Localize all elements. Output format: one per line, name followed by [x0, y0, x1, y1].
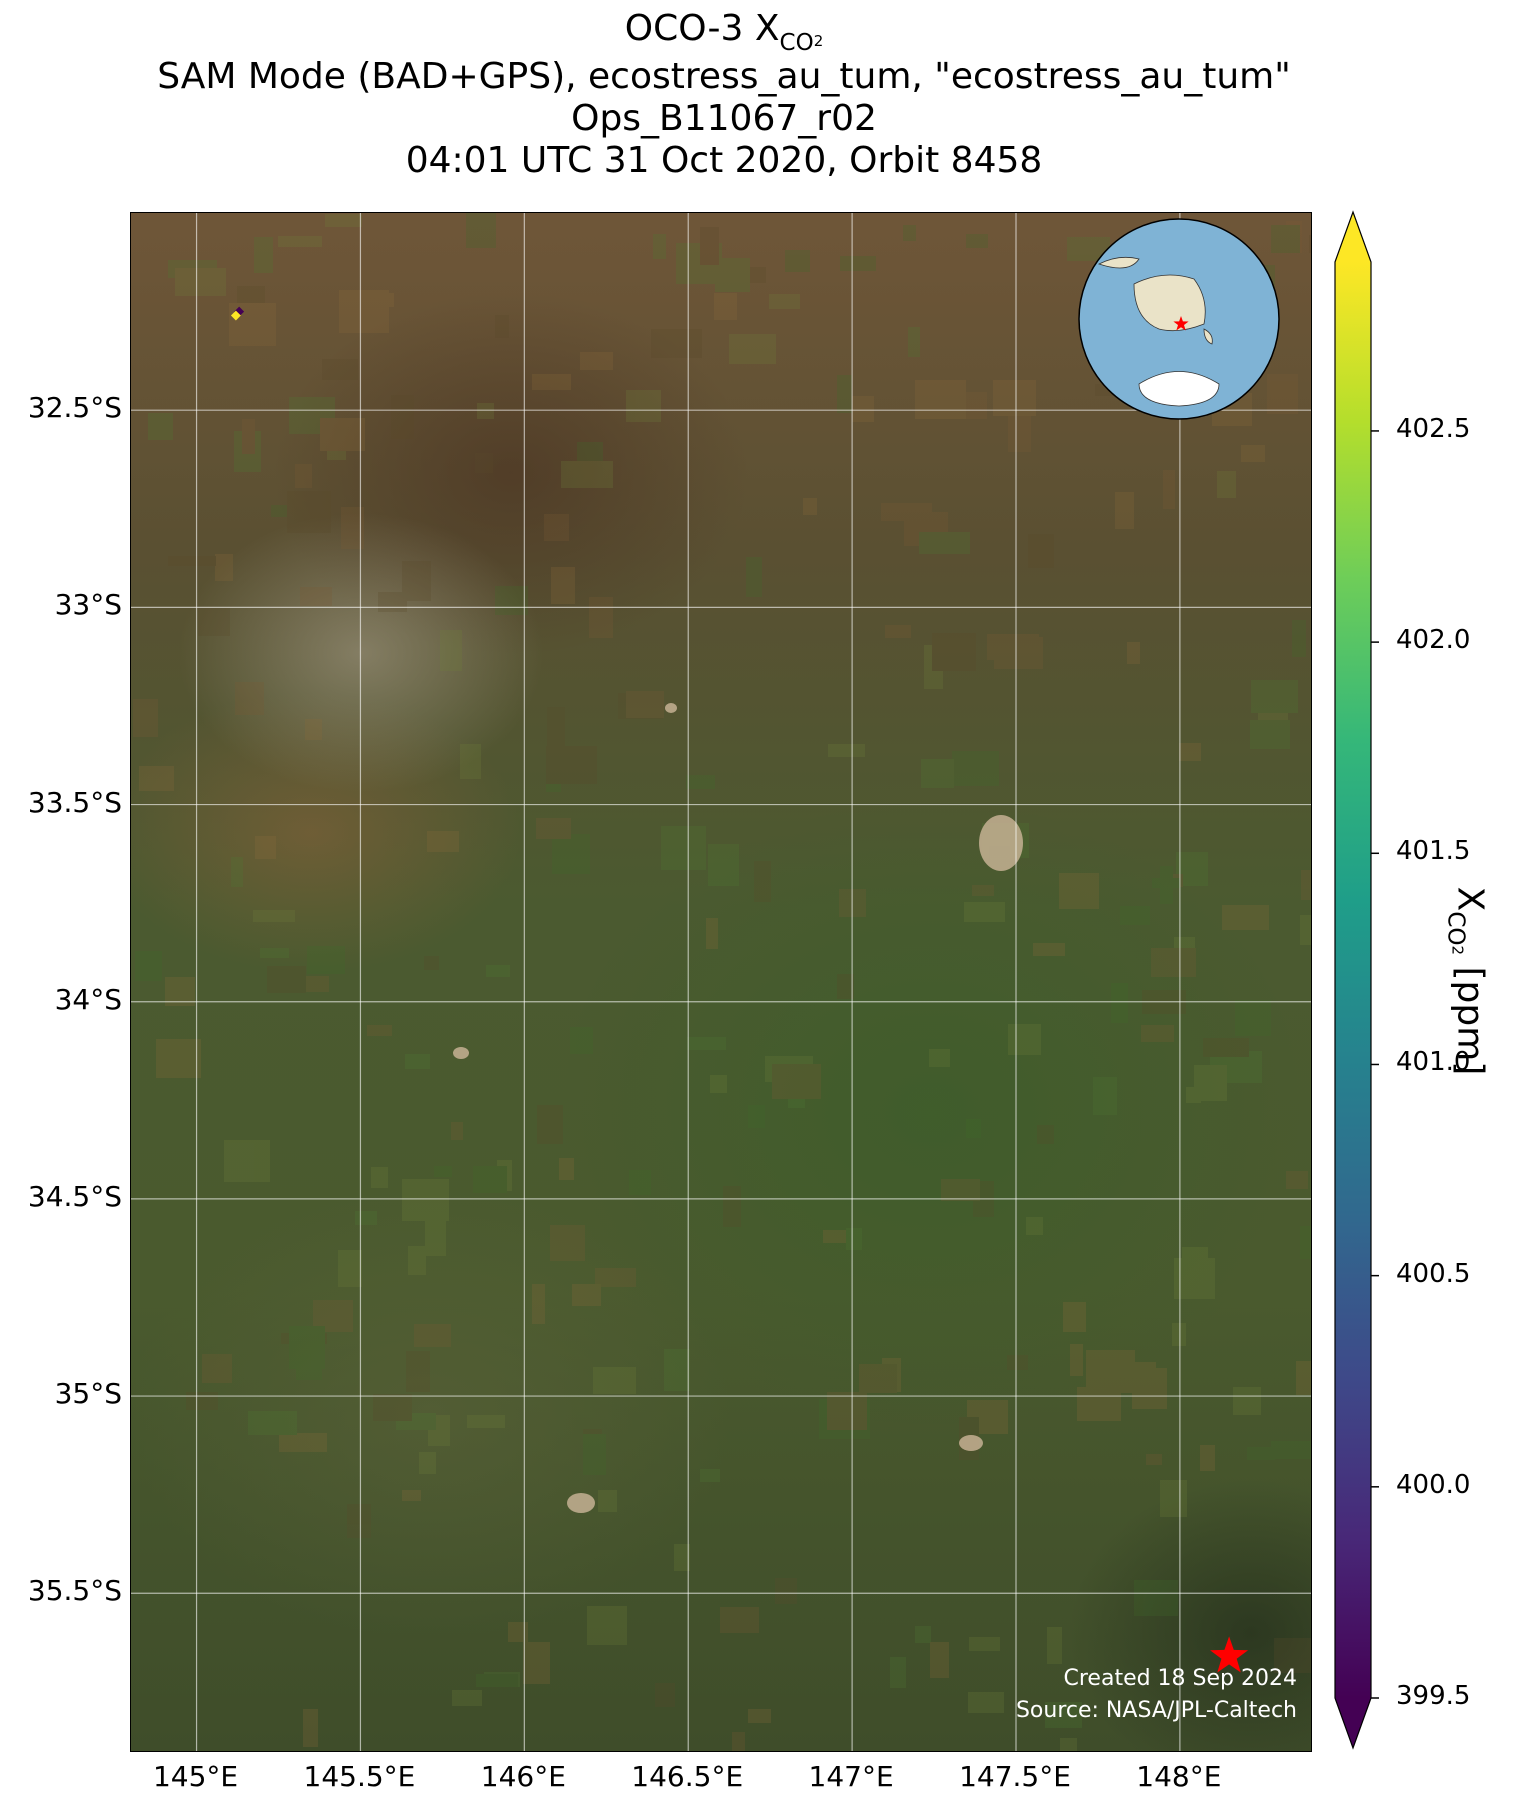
light-patch-4: [959, 1435, 983, 1451]
colorbar: [1330, 210, 1390, 1750]
light-patch-0: [979, 815, 1023, 871]
globe-antarctica: [1138, 371, 1220, 407]
colorbar-extend-max: [1335, 212, 1371, 262]
lon-tick-label-2: 146°E: [480, 1760, 566, 1793]
lat-tick-label-3: 34°S: [54, 982, 122, 1016]
colorbar-tick-label-1: 400.0: [1396, 1469, 1471, 1500]
lon-tick-label-0: 145°E: [152, 1760, 239, 1793]
credit-created: Created 18 Sep 2024: [1063, 1666, 1298, 1691]
lat-tick-label-1: 33°S: [54, 588, 122, 622]
lat-tick-label-0: 32.5°S: [27, 391, 122, 425]
sounding-1: [230, 310, 241, 321]
colorbar-tick-label-0: 399.5: [1396, 1681, 1471, 1711]
title-line-2: SAM Mode (BAD+GPS), ecostress_au_tum, "e…: [157, 56, 1291, 97]
satellite-map[interactable]: Created 18 Sep 2024 Source: NASA/JPL-Cal…: [130, 212, 1312, 1752]
plot-title: OCO-3 XCO2 SAM Mode (BAD+GPS), ecostress…: [0, 8, 1488, 182]
colorbar-extend-min: [1335, 1698, 1371, 1748]
globe-asia: [1097, 256, 1140, 269]
lon-tick-label-4: 147°E: [808, 1760, 894, 1793]
title-line-1: OCO-3 XCO2: [624, 8, 824, 56]
lat-tick-label-6: 35.5°S: [27, 1574, 122, 1608]
map-overlay: [131, 213, 1311, 1751]
credit-source: Source: NASA/JPL-Caltech: [1015, 1698, 1297, 1723]
target-star-icon: [1210, 1636, 1249, 1673]
title-line-4: 04:01 UTC 31 Oct 2020, Orbit 8458: [405, 140, 1043, 181]
globe-new-zealand: [1203, 328, 1213, 345]
light-patch-1: [453, 1047, 469, 1059]
globe-target-star-icon: [1173, 316, 1189, 331]
lat-tick-label-2: 33.5°S: [27, 785, 122, 819]
colorbar-ramp: [1335, 262, 1371, 1698]
lat-tick-label-5: 35°S: [54, 1377, 122, 1411]
colorbar-tick-label-3: 401.0: [1396, 1047, 1471, 1078]
lon-tick-label-1: 145.5°E: [303, 1760, 416, 1793]
colorbar-tick-label-4: 401.5: [1396, 836, 1471, 867]
colorbar-tick-label-5: 402.0: [1396, 625, 1471, 656]
colorbar-tick-label-2: 400.5: [1396, 1258, 1471, 1289]
light-patch-3: [665, 703, 677, 713]
lat-tick-label-4: 34.5°S: [27, 1179, 122, 1213]
lon-tick-label-3: 146.5°E: [631, 1760, 744, 1793]
lon-tick-label-6: 148°E: [1136, 1760, 1222, 1793]
field-texture: [133, 213, 1311, 1751]
globe-australia: [1133, 274, 1206, 332]
light-patch-2: [567, 1493, 595, 1513]
lon-tick-label-5: 147.5°E: [959, 1760, 1071, 1793]
colorbar-label: XCO2 [ppm]: [1442, 886, 1491, 1076]
colorbar-graphic: [1334, 210, 1379, 1750]
inset-globe: [1078, 218, 1280, 420]
title-line-3: Ops_B11067_r02: [571, 98, 877, 139]
colorbar-tick-label-6: 402.5: [1396, 413, 1471, 444]
